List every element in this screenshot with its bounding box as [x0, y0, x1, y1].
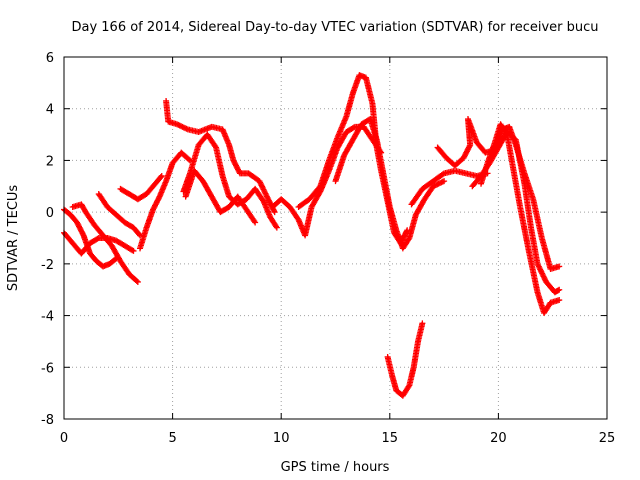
- x-tick-label: 0: [60, 431, 68, 446]
- data-point: [556, 286, 563, 293]
- data-point: [158, 172, 165, 179]
- data-point: [350, 124, 357, 131]
- series-arc-5: [117, 172, 165, 203]
- x-tick-label: 15: [382, 431, 399, 446]
- series-arc-17: [469, 128, 563, 296]
- x-axis-label: GPS time / hours: [281, 460, 390, 475]
- plot-frame: [63, 56, 608, 420]
- series-arc-13: [384, 320, 426, 399]
- series-arc-3: [69, 201, 141, 285]
- data-point: [185, 156, 192, 163]
- data-point: [133, 277, 140, 284]
- data-point: [79, 231, 86, 238]
- data-point: [273, 224, 280, 231]
- data-point: [136, 231, 143, 238]
- data-point: [405, 236, 412, 243]
- data-point: [273, 223, 280, 230]
- series-arc-14: [408, 167, 491, 208]
- series-arc-6: [137, 149, 193, 252]
- axis-ticks: 0 5 10 15 20 25 -8 -6 -4 -2 0 2 4 6: [41, 51, 615, 446]
- y-tick-label: 0: [46, 206, 54, 221]
- x-tick-label: 20: [490, 431, 507, 446]
- data-point: [439, 171, 446, 178]
- y-tick-label: -2: [41, 258, 54, 273]
- series-arc-4: [95, 191, 144, 239]
- data-point: [556, 297, 563, 304]
- data-points: [61, 72, 563, 399]
- data-point: [251, 218, 258, 225]
- series-arc-2: [61, 229, 137, 257]
- data-point: [271, 209, 278, 216]
- data-point: [556, 263, 563, 270]
- x-tick-label: 5: [168, 431, 176, 446]
- y-tick-label: 4: [46, 103, 54, 118]
- series-arc-1: [61, 206, 120, 270]
- grid: [64, 57, 607, 419]
- data-point: [155, 194, 162, 201]
- data-point: [252, 219, 259, 226]
- x-tick-label: 25: [599, 431, 616, 446]
- y-tick-label: -6: [41, 361, 54, 376]
- y-tick-label: -8: [41, 413, 54, 428]
- data-point: [157, 174, 164, 181]
- y-axis-label: SDTVAR / TECUs: [6, 185, 21, 292]
- series-arc-12: [332, 116, 448, 252]
- y-tick-label: -4: [41, 310, 54, 325]
- y-tick-label: 2: [46, 154, 54, 169]
- data-point: [212, 143, 219, 150]
- data-point: [94, 235, 101, 242]
- x-tick-label: 10: [273, 431, 290, 446]
- data-point: [129, 247, 136, 254]
- data-point: [134, 278, 141, 285]
- data-point: [419, 320, 426, 327]
- data-point: [441, 178, 448, 185]
- y-tick-label: 6: [46, 51, 54, 66]
- series-arc-10: [269, 123, 385, 239]
- series-arc-9: [182, 167, 259, 226]
- chart-title: Day 166 of 2014, Sidereal Day-to-day VTE…: [71, 20, 598, 35]
- data-point: [405, 383, 412, 390]
- data-point: [130, 247, 137, 254]
